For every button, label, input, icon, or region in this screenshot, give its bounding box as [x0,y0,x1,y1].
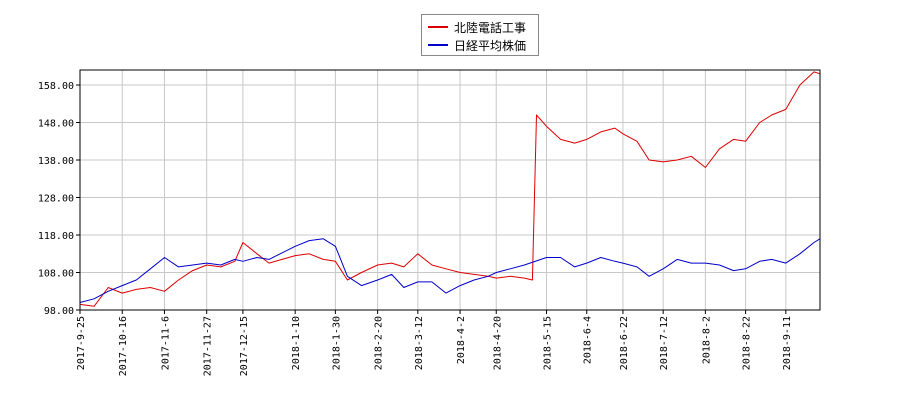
x-tick-label-6: 2018-1-30 [331,316,342,370]
legend-item-0: 北陸電話工事 [428,19,526,35]
legend-item-1: 日経平均株価 [428,37,526,53]
legend-swatch-0 [428,26,448,28]
x-tick-label-5: 2018-1-10 [291,316,302,370]
y-tick-label-0: 98.00 [44,306,74,317]
x-tick-label-14: 2018-7-12 [659,316,670,370]
y-axis-ticks: 98.00 108.00 118.00 128.00 138.00 148.00 158.0… [38,81,80,317]
x-tick-label-16: 2018-8-22 [742,316,753,370]
y-tick-label-3: 128.00 [38,194,74,205]
y-tick-label-4: 138.00 [38,156,74,167]
x-axis-ticks: 2017-9-25 2017-10-16 2017-11-6 2017-11-27 20… [76,310,793,376]
x-tick-label-2: 2017-11-6 [160,316,171,370]
x-tick-label-7: 2018-2-20 [374,316,385,370]
legend: 北陸電話工事 日経平均株価 [421,14,539,56]
legend-label-0: 北陸電話工事 [454,20,527,35]
y-tick-label-6: 158.00 [38,81,74,92]
series-line-0 [79,71,821,307]
x-tick-label-9: 2018-4-2 [456,316,467,364]
x-tick-label-12: 2018-6-4 [583,316,594,364]
y-tick-label-2: 118.00 [38,231,74,242]
legend-label-1: 日経平均株価 [454,38,527,53]
x-tick-label-3: 2017-11-27 [203,316,214,376]
x-tick-label-0: 2017-9-25 [76,316,87,370]
grid-lines [79,70,820,311]
x-tick-label-8: 2018-3-12 [414,316,425,370]
x-tick-label-4: 2017-12-15 [239,316,250,376]
series-lines [79,71,821,307]
x-tick-label-10: 2018-4-20 [492,316,503,370]
x-tick-label-11: 2018-5-15 [543,316,554,370]
x-tick-label-13: 2018-6-22 [619,316,630,370]
y-tick-label-5: 148.00 [38,119,74,130]
x-tick-label-17: 2018-9-11 [782,316,793,370]
legend-swatch-1 [428,44,448,46]
x-tick-label-15: 2018-8-2 [701,316,712,364]
series-line-1 [79,238,821,303]
plot-frame [79,69,821,311]
x-tick-label-1: 2017-10-16 [118,316,129,376]
y-tick-label-1: 108.00 [38,269,74,280]
